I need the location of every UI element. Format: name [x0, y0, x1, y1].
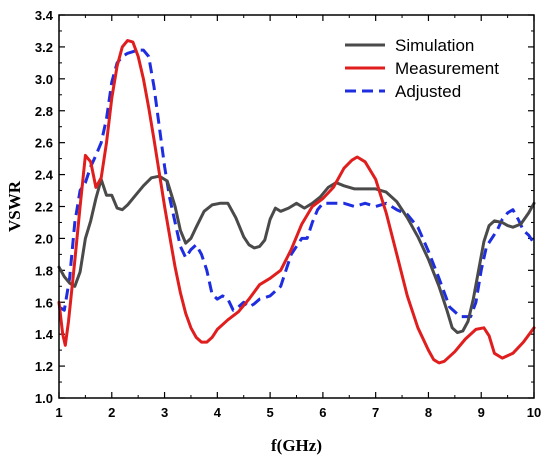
y-tick-label: 2.4: [35, 168, 54, 183]
x-tick-label: 6: [319, 405, 326, 420]
y-tick-label: 1.8: [35, 263, 53, 278]
series-line-simulation: [57, 174, 536, 335]
x-tick-label: 4: [214, 405, 222, 420]
x-tick-label: 10: [527, 405, 541, 420]
x-tick-label: 5: [266, 405, 273, 420]
plot-area-frame: [58, 14, 535, 399]
legend-label-adjusted: Adjusted: [395, 82, 461, 101]
x-tick-label: 3: [161, 405, 168, 420]
x-tick-label: 1: [55, 405, 62, 420]
y-tick-label: 1.4: [35, 327, 54, 342]
y-tick-label: 1.2: [35, 359, 53, 374]
y-tick-label: 3.4: [35, 8, 54, 23]
y-axis-title: VSWR: [5, 180, 24, 232]
series-lines: [57, 39, 536, 365]
y-tick-label: 2.6: [35, 136, 53, 151]
x-tick-label: 9: [478, 405, 485, 420]
x-tick-label: 2: [108, 405, 115, 420]
y-tick-label: 1.0: [35, 391, 53, 406]
legend-label-measurement: Measurement: [395, 59, 499, 78]
y-tick-label: 1.6: [35, 295, 53, 310]
axis-ticks: 1 2 3 4 5 6 7 8 9 10 1.0 1.2 1.4 1.6 1.8 2.0 2.2 2.4 2.6 2.…: [35, 8, 541, 420]
x-axis-title: f(GHz): [271, 436, 322, 455]
y-tick-label: 3.2: [35, 40, 53, 55]
legend: Simulation Measurement Adjusted: [345, 36, 499, 101]
y-tick-label: 2.0: [35, 231, 53, 246]
x-tick-label: 7: [372, 405, 379, 420]
x-tick-label: 8: [425, 405, 432, 420]
y-tick-label: 2.2: [35, 200, 53, 215]
y-tick-label: 3.0: [35, 72, 53, 87]
y-tick-label: 2.8: [35, 104, 53, 119]
series-line-measurement: [57, 39, 536, 365]
series-line-adjusted: [58, 48, 536, 319]
legend-label-simulation: Simulation: [395, 36, 474, 55]
